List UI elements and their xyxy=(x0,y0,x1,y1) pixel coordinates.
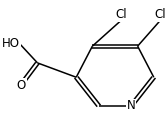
Text: HO: HO xyxy=(2,37,20,50)
Text: O: O xyxy=(17,79,26,92)
Text: Cl: Cl xyxy=(116,8,127,21)
Text: Cl: Cl xyxy=(154,8,166,21)
Text: N: N xyxy=(127,99,136,112)
